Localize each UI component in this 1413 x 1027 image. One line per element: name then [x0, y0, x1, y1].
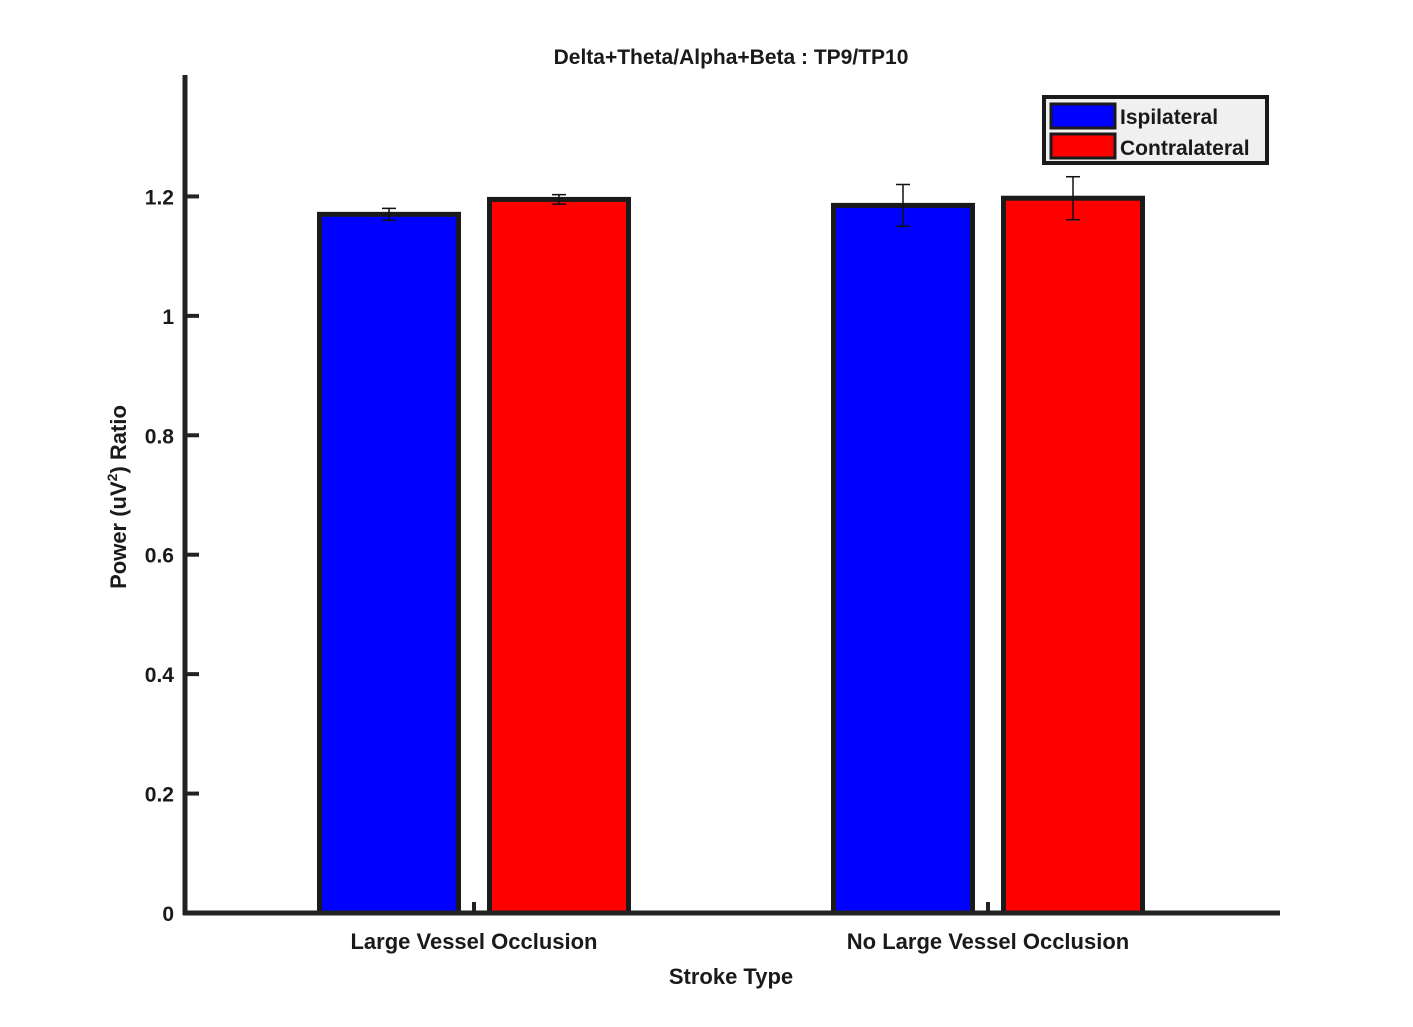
- bar-ispilateral-1: [831, 202, 975, 916]
- error-bar-ispilateral-0: [382, 207, 396, 222]
- error-bars-layer: [382, 175, 1080, 228]
- legend-label-ispilateral: Ispilateral: [1120, 106, 1218, 129]
- x-axis-label: Stroke Type: [669, 964, 793, 989]
- legend-swatch-contralateral: [1049, 132, 1117, 160]
- y-axis-label-prefix: Power (uV: [106, 481, 131, 589]
- y-axis-label-superscript: 2: [104, 473, 120, 481]
- y-ticks-layer: 0 0.2 0.4 0.6 0.8 1 1.2: [145, 186, 199, 926]
- bars-layer: [317, 195, 1145, 916]
- bar-contralateral-1: [1001, 195, 1145, 916]
- error-bar-ispilateral-1: [896, 183, 910, 228]
- y-tick-label: 0.2: [145, 784, 174, 807]
- y-tick-label: 0.4: [145, 664, 175, 687]
- y-axis-label-suffix: ) Ratio: [106, 405, 131, 473]
- legend: Ispilateral Contralateral: [1042, 95, 1269, 165]
- x-ticks-layer: Large Vessel Occlusion No Large Vessel Oc…: [350, 902, 1129, 954]
- x-tick-label: Large Vessel Occlusion: [350, 929, 597, 954]
- y-tick-label: 1: [162, 306, 174, 329]
- legend-label-contralateral: Contralateral: [1120, 137, 1250, 160]
- y-tick-label: 1.2: [145, 186, 174, 209]
- y-tick-label: 0: [162, 903, 174, 926]
- bar-contralateral-0: [487, 196, 631, 916]
- bar-ispilateral-0: [317, 211, 461, 916]
- chart-title: Delta+Theta/Alpha+Beta : TP9/TP10: [554, 46, 909, 69]
- error-bar-contralateral-1: [1066, 175, 1080, 221]
- y-tick-label: 0.6: [145, 545, 174, 568]
- x-tick-label: No Large Vessel Occlusion: [847, 929, 1129, 954]
- legend-swatch-ispilateral: [1049, 102, 1117, 130]
- y-axis-label: Power (uV2) Ratio: [104, 405, 131, 589]
- error-bar-contralateral-0: [552, 193, 566, 205]
- y-tick-label: 0.8: [145, 425, 175, 448]
